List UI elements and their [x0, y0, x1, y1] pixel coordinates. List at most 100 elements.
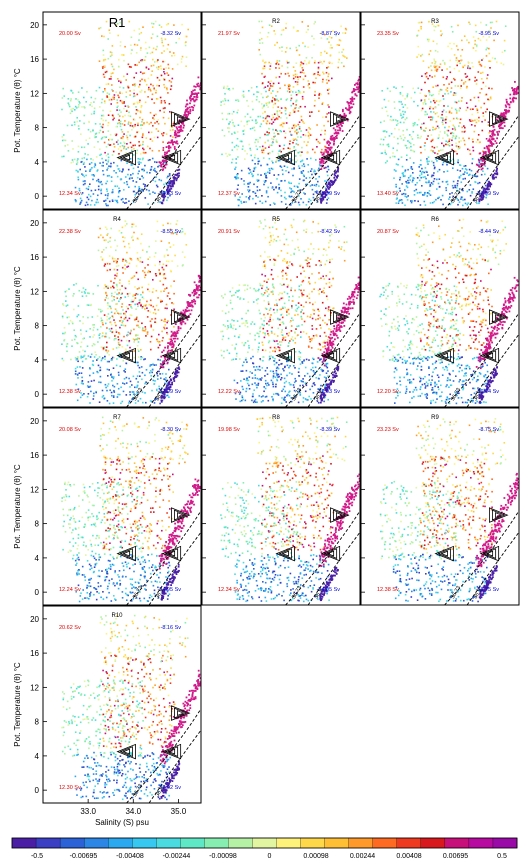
scatter-point: [458, 141, 460, 143]
scatter-point: [84, 153, 86, 155]
scatter-point: [336, 44, 339, 46]
scatter-point: [291, 91, 294, 93]
scatter-point: [151, 157, 154, 160]
scatter-point: [83, 106, 85, 108]
scatter-point: [163, 86, 166, 89]
scatter-point: [115, 364, 118, 367]
scatter-point: [440, 149, 442, 151]
scatter-point: [308, 137, 310, 139]
scatter-point-magenta: [188, 112, 190, 115]
scatter-point: [122, 382, 124, 384]
scatter-point-magenta: [349, 102, 352, 104]
scatter-point: [479, 39, 482, 42]
scatter-point: [436, 51, 439, 53]
panel-red-lower: 12.38 Sv: [59, 389, 81, 395]
scatter-point: [275, 348, 277, 350]
scatter-point-magenta: [164, 166, 167, 169]
scatter-point: [482, 81, 485, 84]
scatter-point: [107, 383, 110, 385]
scatter-point: [154, 192, 156, 194]
scatter-point: [280, 377, 283, 379]
scatter-point: [62, 87, 64, 90]
scatter-point-magenta: [169, 340, 172, 343]
scatter-point-purple: [166, 192, 169, 195]
scatter-point: [235, 166, 237, 169]
scatter-point: [301, 280, 304, 283]
scatter-point: [424, 101, 426, 103]
scatter-point-magenta: [487, 140, 490, 142]
scatter-point: [406, 93, 409, 95]
scatter-point: [164, 161, 167, 163]
scatter-point: [482, 112, 484, 114]
scatter-point: [478, 163, 481, 166]
scatter-point: [134, 303, 136, 306]
scatter-point: [101, 335, 104, 337]
scatter-point-magenta: [187, 314, 190, 317]
scatter-point: [299, 64, 302, 66]
scatter-point: [128, 262, 131, 265]
scatter-point: [262, 359, 264, 362]
scatter-point-magenta: [346, 101, 349, 103]
scatter-point: [165, 287, 168, 289]
scatter-point: [419, 204, 422, 206]
scatter-point: [147, 68, 150, 70]
scatter-point-magenta: [178, 119, 181, 121]
scatter-point-magenta: [504, 111, 507, 114]
scatter-point: [264, 141, 267, 144]
scatter-point: [436, 43, 438, 45]
scatter-point: [104, 71, 107, 74]
scatter-point: [140, 47, 142, 49]
scatter-point: [485, 24, 488, 26]
scatter-point: [431, 145, 434, 148]
scatter-point: [81, 360, 84, 363]
scatter-point-magenta: [353, 89, 355, 91]
scatter-point: [113, 94, 116, 96]
scatter-point: [118, 109, 121, 111]
scatter-point: [104, 102, 106, 104]
scatter-point: [445, 121, 447, 124]
scatter-point: [484, 173, 486, 176]
scatter-point: [428, 181, 430, 184]
scatter-point: [396, 120, 399, 122]
scatter-point: [382, 143, 385, 146]
scatter-point: [289, 365, 291, 367]
scatter-point: [130, 174, 132, 176]
scatter-point: [275, 186, 277, 189]
scatter-point: [418, 118, 420, 121]
scatter-point: [87, 143, 89, 145]
scatter-point: [307, 131, 310, 133]
scatter-point: [100, 180, 102, 183]
scatter-point: [452, 167, 454, 169]
scatter-point: [75, 169, 78, 172]
scatter-point-purple: [168, 190, 171, 192]
scatter-point: [288, 88, 291, 90]
scatter-point: [258, 39, 261, 41]
scatter-point: [404, 104, 407, 106]
scatter-point: [290, 320, 292, 322]
scatter-point: [420, 151, 422, 154]
scatter-point: [273, 333, 276, 335]
scatter-point: [162, 116, 165, 119]
scatter-point: [291, 190, 294, 192]
scatter-point-magenta: [167, 342, 169, 344]
scatter-point: [75, 163, 78, 165]
scatter-point: [430, 65, 432, 67]
scatter-point: [114, 308, 117, 310]
scatter-point: [111, 380, 113, 382]
scatter-point: [149, 193, 151, 195]
panel-title: R2: [272, 19, 280, 25]
scatter-point: [125, 91, 128, 93]
scatter-point: [424, 113, 426, 116]
scatter-point-purple: [174, 173, 177, 176]
scatter-point: [337, 61, 340, 64]
scatter-point: [78, 100, 80, 103]
scatter-point: [103, 239, 106, 242]
scatter-point: [116, 293, 118, 295]
scatter-point: [164, 277, 167, 280]
scatter-point: [435, 120, 438, 123]
scatter-point: [441, 117, 443, 119]
scatter-point: [129, 134, 131, 137]
scatter-point: [111, 114, 114, 117]
scatter-point: [81, 367, 84, 369]
scatter-point: [155, 48, 157, 51]
